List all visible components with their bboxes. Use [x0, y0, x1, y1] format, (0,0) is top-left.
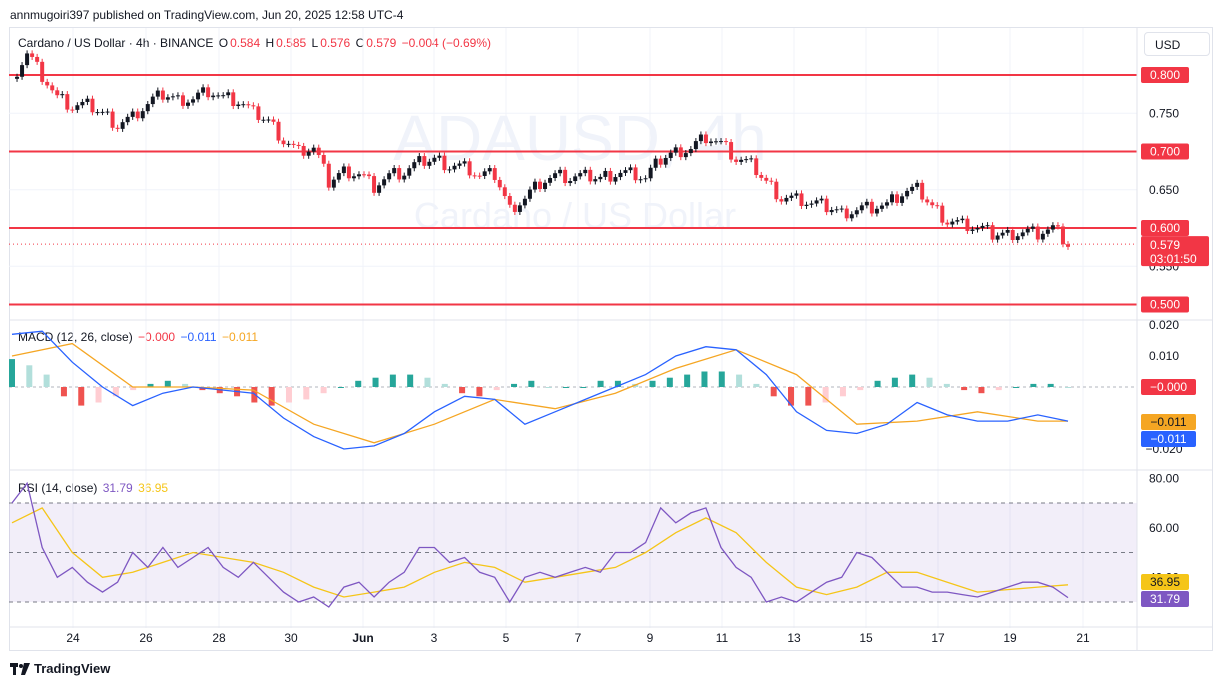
- macd-title[interactable]: MACD (12, 26, close): [18, 330, 133, 344]
- price-legend: Cardano / US Dollar · 4h · BINANCE O 0.58…: [18, 36, 493, 50]
- high-label: H: [265, 36, 275, 50]
- macd-line-value: −0.011: [180, 330, 217, 344]
- open-value: 0.584: [230, 36, 261, 50]
- open-label: O: [218, 36, 229, 50]
- macd-hist-value: −0.000: [138, 330, 176, 344]
- chart-frame: [9, 27, 1213, 651]
- change-value: −0.004 (−0.69%): [401, 36, 492, 50]
- close-value: 0.579: [366, 36, 397, 50]
- currency-button[interactable]: USD: [1144, 32, 1210, 56]
- publisher-line: annmugoiri397 published on TradingView.c…: [10, 8, 404, 22]
- rsi-title[interactable]: RSI (14, close): [18, 481, 98, 495]
- tradingview-logo-icon: [10, 662, 30, 675]
- symbol-title[interactable]: Cardano / US Dollar · 4h · BINANCE: [18, 36, 214, 50]
- low-value: 0.576: [320, 36, 351, 50]
- tradingview-brand[interactable]: TradingView: [10, 661, 110, 676]
- high-value: 0.585: [276, 36, 307, 50]
- macd-signal-value: −0.011: [221, 330, 259, 344]
- rsi-legend: RSI (14, close) 31.79 36.95: [18, 481, 170, 495]
- rsi-ma-value: 36.95: [138, 481, 169, 495]
- low-label: L: [311, 36, 319, 50]
- macd-legend: MACD (12, 26, close) −0.000 −0.011 −0.01…: [18, 330, 260, 344]
- close-label: C: [355, 36, 365, 50]
- brand-label: TradingView: [34, 661, 111, 676]
- rsi-value: 31.79: [102, 481, 133, 495]
